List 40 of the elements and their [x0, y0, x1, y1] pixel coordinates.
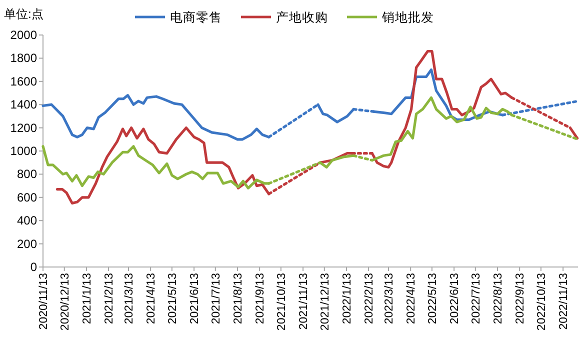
y-tick-label: 400 — [16, 214, 38, 228]
x-tick-label: 2022/7/13 — [470, 273, 482, 324]
y-tick-label: 0 — [30, 260, 38, 274]
x-tick-label: 2022/3/13 — [384, 273, 396, 324]
x-tick-label: 2022/2/13 — [364, 273, 376, 324]
x-tick-label: 2021/4/13 — [146, 273, 158, 324]
x-tick-label: 2021/1/13 — [81, 273, 94, 324]
y-tick-label: 1200 — [10, 120, 38, 135]
x-tick-label: 2022/6/13 — [449, 273, 462, 324]
x-tick-label: 2021/5/13 — [166, 273, 179, 324]
x-tick-label: 2021/6/13 — [189, 273, 202, 324]
x-tick-label: 2021/8/13 — [232, 273, 244, 324]
y-axis-title: 单位:点 — [4, 7, 44, 21]
x-tick-label: 2020/12/13 — [59, 273, 72, 331]
x-tick-label: 2021/7/13 — [210, 273, 222, 324]
y-tick-label: 1600 — [10, 74, 38, 88]
x-tick-label: 2022/8/13 — [492, 273, 504, 324]
y-tick-label: 800 — [16, 167, 38, 182]
y-tick-label: 1000 — [10, 144, 38, 158]
x-tick-label: 2022/4/13 — [406, 273, 418, 324]
x-tick-label: 2021/3/13 — [123, 273, 136, 324]
x-tick-label: 2022/11/13 — [558, 273, 570, 330]
x-tick-label: 2022/9/13 — [514, 273, 527, 324]
x-tick-label: 2021/2/13 — [104, 273, 116, 324]
x-tick-label: 2022/10/13 — [536, 273, 548, 331]
x-tick-label: 2021/12/13 — [319, 273, 332, 331]
legend-label: 产地收购 — [276, 10, 328, 24]
y-tick-label: 1800 — [10, 51, 38, 66]
legend-label: 销地批发 — [381, 10, 434, 24]
y-tick-label: 200 — [16, 236, 38, 251]
x-tick-label: 2021/9/13 — [254, 273, 267, 324]
x-tick-label: 2022/1/13 — [341, 273, 354, 324]
x-tick-label: 2020/11/13 — [38, 273, 50, 330]
x-tick-label: 2022/5/13 — [426, 273, 439, 324]
legend-label: 电商零售 — [170, 10, 222, 24]
y-tick-label: 600 — [16, 190, 38, 204]
x-tick-label: 2021/11/13 — [298, 273, 310, 330]
y-tick-label: 2000 — [10, 28, 38, 42]
y-tick-label: 1400 — [10, 98, 38, 112]
x-tick-label: 2021/10/13 — [276, 273, 288, 331]
